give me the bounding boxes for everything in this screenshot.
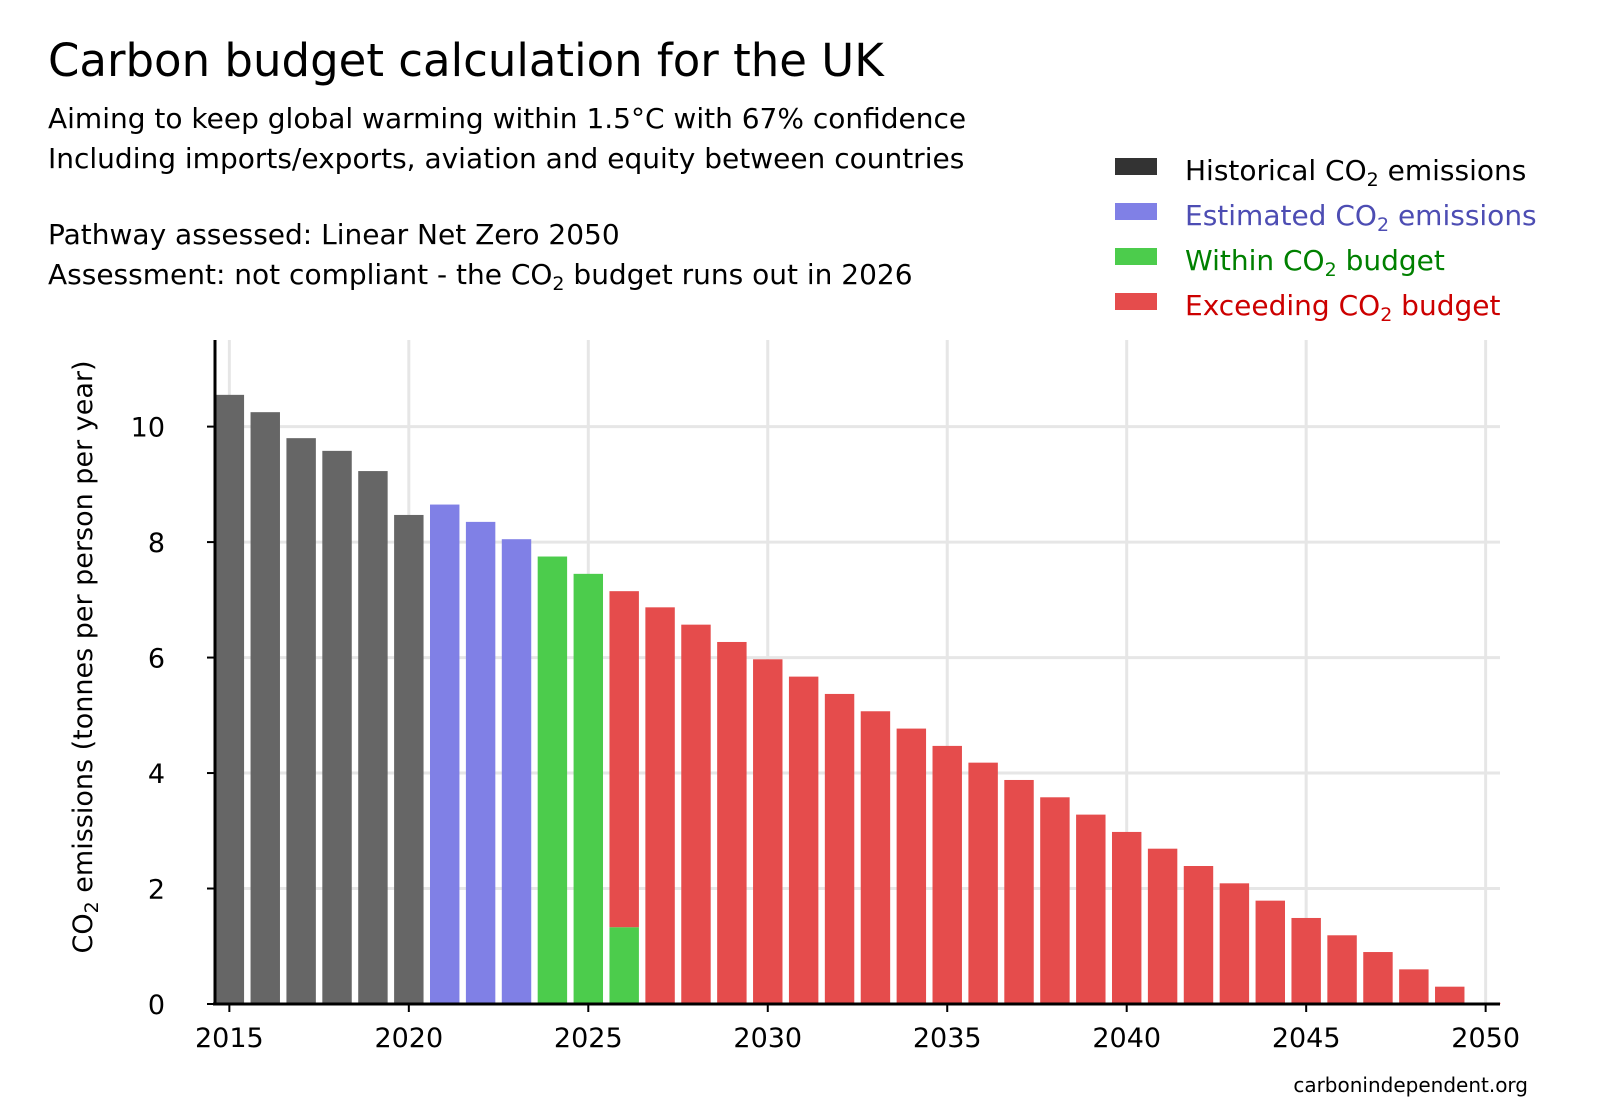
chart-subtitle-line1: Aiming to keep global warming within 1.5… bbox=[48, 102, 966, 135]
legend-swatch-3 bbox=[1115, 293, 1157, 310]
legend-label-0: Historical CO2 emissions bbox=[1185, 154, 1526, 191]
bar-2021-estimated bbox=[430, 504, 460, 1004]
x-tick-label-2030: 2030 bbox=[733, 1023, 802, 1054]
bar-2025-within bbox=[573, 573, 604, 1004]
bar-2019-historical bbox=[358, 471, 388, 1004]
legend: Historical CO2 emissions Estimated CO2 em… bbox=[1115, 154, 1537, 326]
x-tick-label-2015: 2015 bbox=[195, 1023, 264, 1054]
x-tick-label-2050: 2050 bbox=[1451, 1023, 1520, 1054]
bar-2027-exceeding bbox=[645, 607, 675, 1004]
legend-swatch-2 bbox=[1115, 248, 1157, 265]
x-tick-label-2035: 2035 bbox=[913, 1023, 982, 1054]
bar-2015-historical bbox=[214, 394, 245, 1004]
bar-2030-exceeding bbox=[753, 659, 783, 1004]
legend-label-2: Within CO2 budget bbox=[1185, 244, 1445, 281]
bar-2047-exceeding bbox=[1363, 952, 1393, 1004]
bar-2031-exceeding bbox=[788, 676, 819, 1004]
bar-2032-exceeding bbox=[824, 693, 855, 1004]
bars-group bbox=[214, 394, 1501, 1005]
grid-lines bbox=[215, 340, 1500, 1006]
y-tick-label-10: 10 bbox=[131, 413, 165, 444]
x-tick-label-2025: 2025 bbox=[554, 1023, 623, 1054]
bar-2043-exceeding bbox=[1219, 883, 1250, 1004]
bar-2028-exceeding bbox=[681, 624, 711, 1004]
y-axis-label: CO2 emissions (tonnes per person per yea… bbox=[68, 360, 103, 953]
chart-subtitle-line2: Including imports/exports, aviation and … bbox=[48, 142, 964, 175]
y-tick-label-0: 0 bbox=[148, 990, 165, 1021]
bar-2038-exceeding bbox=[1040, 797, 1070, 1004]
bar-2042-exceeding bbox=[1183, 866, 1214, 1004]
y-tick-label-4: 4 bbox=[148, 759, 165, 790]
y-axis-label-post: emissions (tonnes per person per year) bbox=[68, 360, 99, 901]
legend-label-3: Exceeding CO2 budget bbox=[1185, 289, 1500, 326]
bar-2048-exceeding bbox=[1399, 969, 1429, 1004]
bar-2040-exceeding bbox=[1111, 831, 1142, 1004]
legend-label-1: Estimated CO2 emissions bbox=[1185, 199, 1537, 236]
assessment-subscript: 2 bbox=[552, 273, 564, 295]
assessment-text: Assessment: not compliant - the CO2 budg… bbox=[48, 258, 913, 295]
bar-2034-exceeding bbox=[896, 728, 927, 1004]
bar-2035-exceeding bbox=[932, 745, 962, 1004]
bar-2039-exceeding bbox=[1076, 814, 1106, 1004]
bar-2046-exceeding bbox=[1327, 935, 1357, 1004]
bar-2020-historical bbox=[394, 514, 424, 1004]
y-tick-label-8: 8 bbox=[148, 528, 165, 559]
bar-2045-exceeding bbox=[1291, 917, 1321, 1004]
bar-2037-exceeding bbox=[1004, 779, 1034, 1004]
x-tick-label-2040: 2040 bbox=[1092, 1023, 1161, 1054]
chart-title: Carbon budget calculation for the UK bbox=[48, 34, 885, 87]
legend-swatch-1 bbox=[1115, 203, 1157, 220]
axes-group: 2015 2020 2025 2030 2035 2040 2045 2050 0 2 4 6 8 10 bbox=[131, 340, 1520, 1054]
x-tick-label-2020: 2020 bbox=[374, 1023, 443, 1054]
bar-2023-estimated bbox=[501, 539, 532, 1004]
pathway-text: Pathway assessed: Linear Net Zero 2050 bbox=[48, 218, 620, 251]
y-tick-label-6: 6 bbox=[148, 644, 165, 675]
x-tick-label-2045: 2045 bbox=[1272, 1023, 1341, 1054]
bar-2033-exceeding bbox=[860, 711, 891, 1004]
y-tick-label-2: 2 bbox=[148, 875, 165, 906]
assessment-suffix: budget runs out in 2026 bbox=[565, 258, 913, 291]
bar-2022-estimated bbox=[465, 521, 496, 1004]
bar-2026-exceeding bbox=[609, 591, 639, 928]
source-credit: carbonindependent.org bbox=[1293, 1073, 1528, 1097]
bar-2026-within bbox=[609, 927, 639, 1004]
bar-2018-historical bbox=[322, 450, 352, 1004]
bar-2049-exceeding bbox=[1435, 986, 1465, 1004]
legend-swatch-0 bbox=[1115, 158, 1157, 175]
assessment-prefix: Assessment: not compliant - the CO bbox=[48, 258, 552, 291]
bar-2017-historical bbox=[286, 438, 316, 1005]
bar-2029-exceeding bbox=[717, 641, 747, 1004]
bar-2041-exceeding bbox=[1147, 848, 1178, 1004]
bar-2024-within bbox=[537, 556, 568, 1004]
bar-2016-historical bbox=[250, 412, 280, 1004]
y-axis-label-pre: CO bbox=[68, 913, 99, 953]
bar-2044-exceeding bbox=[1255, 900, 1285, 1004]
y-axis-label-sub: 2 bbox=[81, 901, 103, 913]
bar-2036-exceeding bbox=[968, 762, 998, 1004]
